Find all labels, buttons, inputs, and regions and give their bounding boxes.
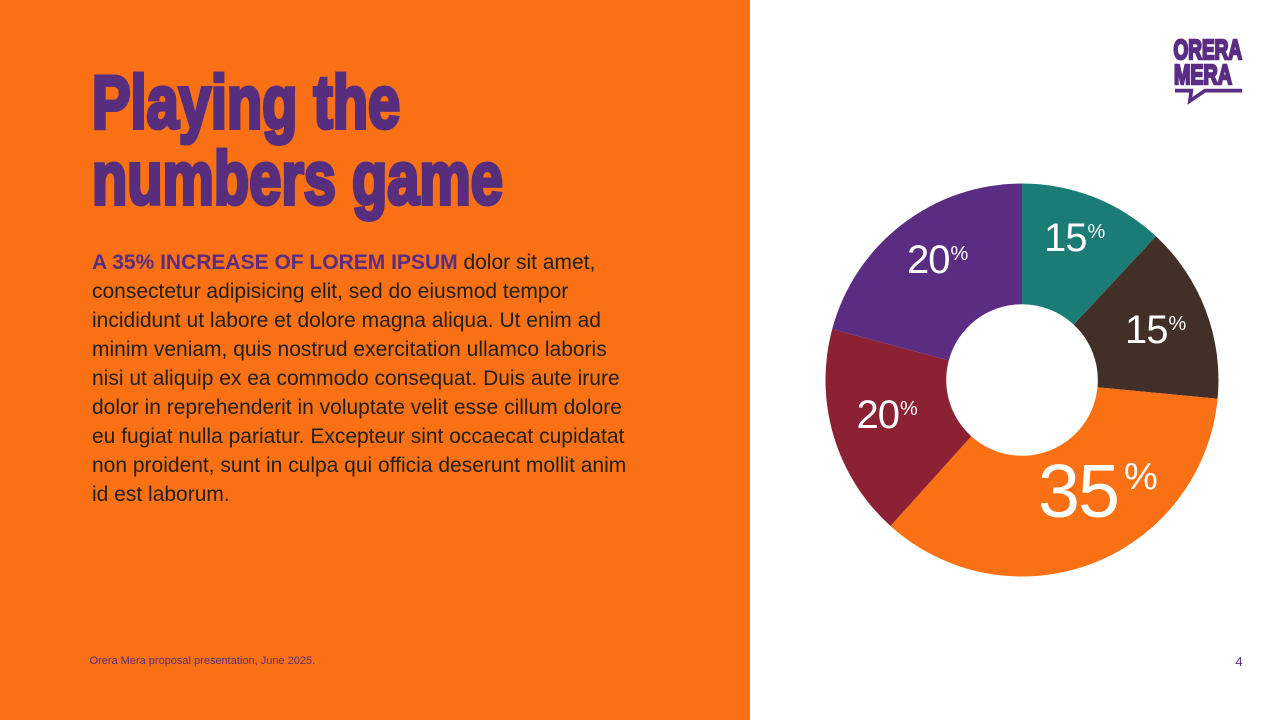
svg-text:MERA: MERA — [1174, 59, 1232, 90]
svg-text:ORERA: ORERA — [1174, 34, 1243, 65]
